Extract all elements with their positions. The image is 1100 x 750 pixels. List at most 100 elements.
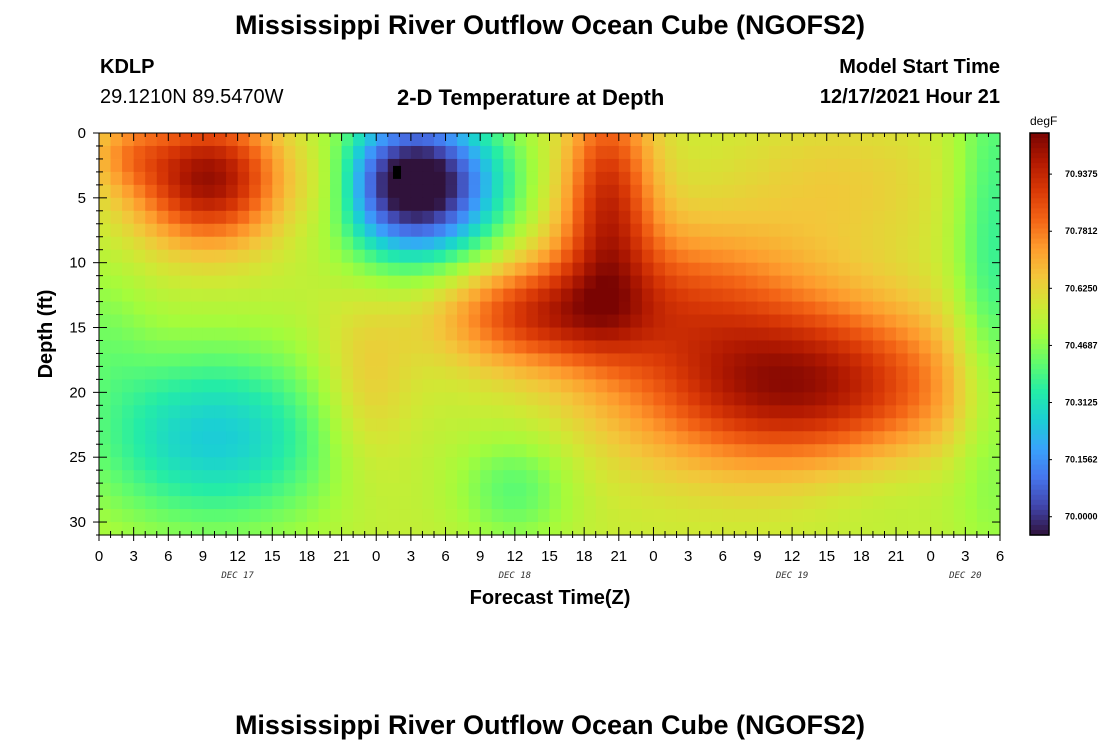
heatmap-cell — [942, 210, 955, 225]
heatmap-cell — [572, 288, 585, 303]
heatmap-cell — [711, 133, 724, 147]
heatmap-cell — [826, 340, 839, 355]
heatmap-cell — [145, 522, 158, 536]
heatmap-cell — [676, 483, 689, 497]
heatmap-cell — [861, 301, 874, 316]
heatmap-cell — [768, 470, 782, 484]
heatmap-cell — [491, 262, 504, 277]
heatmap-cell — [965, 483, 978, 497]
heatmap-cell — [191, 496, 204, 510]
heatmap-cell — [595, 184, 608, 199]
heatmap-cell — [618, 197, 631, 212]
heatmap-cell — [168, 444, 181, 458]
heatmap-cell — [145, 327, 158, 342]
heatmap-cell — [353, 210, 366, 225]
heatmap-cell — [561, 509, 574, 523]
heatmap-cell — [202, 483, 216, 497]
heatmap-cell — [942, 184, 955, 199]
colorbar-swatch — [1030, 459, 1049, 466]
heatmap-cell — [457, 223, 470, 238]
heatmap-cell — [561, 405, 574, 419]
heatmap-cell — [942, 444, 955, 458]
heatmap-cell — [745, 171, 759, 186]
heatmap-cell — [376, 262, 389, 277]
heatmap-cell — [988, 483, 1001, 497]
heatmap-cell — [884, 158, 897, 173]
heatmap-cell — [757, 405, 770, 419]
heatmap-cell — [399, 249, 412, 264]
heatmap-cell — [757, 133, 770, 147]
heatmap-cell — [480, 522, 493, 536]
heatmap-cell — [526, 133, 539, 147]
heatmap-cell — [260, 171, 273, 186]
heatmap-cell — [202, 288, 216, 303]
heatmap-cell — [838, 236, 851, 251]
heatmap-cell — [745, 314, 759, 329]
heatmap-cell — [768, 392, 782, 406]
heatmap-cell — [768, 366, 782, 380]
heatmap-cell — [745, 496, 759, 510]
heatmap-cell — [745, 418, 759, 432]
heatmap-cell — [491, 392, 504, 406]
heatmap-cell — [191, 340, 204, 355]
heatmap-cell — [688, 340, 701, 355]
heatmap-cell — [976, 133, 990, 147]
heatmap-cell — [214, 470, 227, 484]
heatmap-cell — [433, 340, 447, 355]
heatmap-cell — [976, 444, 990, 458]
heatmap-cell — [676, 145, 689, 160]
heatmap-cell — [480, 483, 493, 497]
heatmap-cell — [399, 496, 412, 510]
heatmap-cell — [838, 418, 851, 432]
heatmap-cell — [249, 379, 262, 393]
heatmap-cell — [688, 522, 701, 536]
heatmap-cell — [826, 457, 839, 471]
heatmap-cell — [491, 496, 504, 510]
heatmap-cell — [607, 145, 620, 160]
heatmap-cell — [757, 457, 770, 471]
heatmap-cell — [272, 314, 285, 329]
heatmap-cell — [387, 509, 400, 523]
heatmap-cell — [179, 470, 193, 484]
x-tick-label: 15 — [818, 548, 835, 565]
heatmap-cell — [226, 171, 239, 186]
heatmap-cell — [526, 379, 539, 393]
heatmap-cell — [618, 522, 631, 536]
heatmap-cell — [133, 133, 146, 147]
heatmap-cell — [907, 509, 920, 523]
heatmap-cell — [341, 275, 354, 290]
x-tick-label: 0 — [927, 548, 935, 565]
heatmap-cell — [214, 223, 227, 238]
chart-subtitle: 2-D Temperature at Depth — [397, 85, 665, 110]
heatmap-cell — [122, 197, 135, 212]
heatmap-cell — [341, 314, 354, 329]
heatmap-cell — [757, 184, 770, 199]
heatmap-cell — [122, 288, 135, 303]
heatmap-cell — [260, 275, 273, 290]
heatmap-cell — [468, 275, 481, 290]
heatmap-cell — [364, 210, 377, 225]
heatmap-cell — [884, 509, 897, 523]
heatmap-cell — [792, 366, 805, 380]
heatmap-cell — [907, 444, 920, 458]
colorbar-swatch — [1030, 374, 1049, 380]
heatmap-cell — [249, 314, 262, 329]
heatmap-cell — [815, 197, 828, 212]
heatmap-cell — [133, 353, 146, 368]
heatmap-cell — [283, 288, 296, 303]
heatmap-cell — [907, 197, 920, 212]
colorbar-swatch — [1030, 223, 1049, 230]
heatmap-cell — [168, 236, 181, 251]
colorbar-swatch — [1030, 303, 1049, 310]
heatmap-cell — [630, 314, 643, 329]
heatmap-cell — [399, 327, 412, 342]
heatmap-cell — [768, 275, 782, 290]
heatmap-cell — [202, 379, 216, 393]
heatmap-cell — [872, 133, 886, 147]
heatmap-cell — [988, 288, 1001, 303]
heatmap-cell — [330, 444, 343, 458]
heatmap-cell — [318, 509, 331, 523]
heatmap-cell — [376, 133, 389, 147]
heatmap-cell — [896, 145, 909, 160]
heatmap-cell — [445, 145, 458, 160]
